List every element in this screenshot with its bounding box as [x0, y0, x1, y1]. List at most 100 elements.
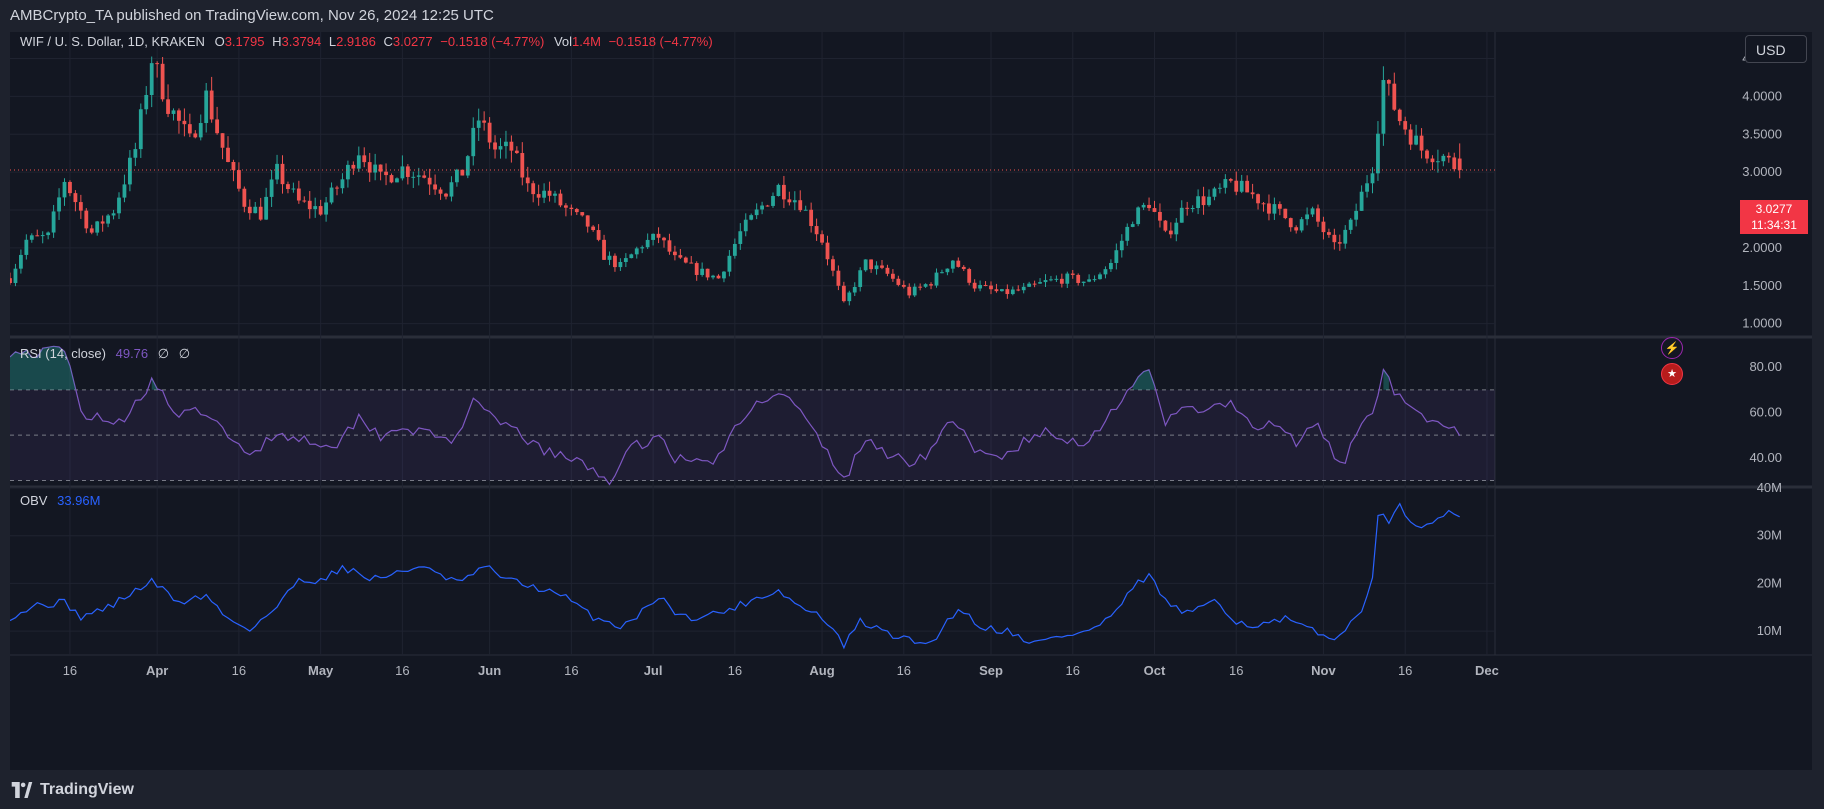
candle-body [1147, 204, 1151, 209]
candle-body [318, 206, 323, 215]
obv-tick-label: 10M [1757, 623, 1782, 638]
candle-body [1403, 121, 1408, 130]
candle-body [618, 261, 623, 268]
candle-body [782, 184, 786, 200]
candle-body [1103, 269, 1108, 275]
last-price-value: 3.0277 [1755, 202, 1793, 216]
candle-body [1049, 279, 1053, 281]
candle-body [122, 184, 127, 198]
candle-body [1109, 262, 1113, 270]
candle-body [215, 119, 219, 134]
candle-body [275, 163, 279, 180]
candle-body [836, 270, 841, 286]
candle-body [1152, 208, 1157, 212]
currency-button[interactable]: USD [1745, 35, 1807, 63]
candle-body [405, 166, 410, 177]
candle-body [1316, 208, 1320, 222]
candle-body [395, 178, 399, 183]
candle-body [324, 202, 328, 215]
candle-body [901, 284, 906, 287]
candle-body [983, 284, 988, 286]
candle-body [155, 63, 160, 65]
rsi-tick-label: 40.00 [1749, 450, 1782, 465]
lightning-event-icon[interactable]: ⚡ [1661, 337, 1683, 359]
candle-body [689, 262, 694, 264]
candle-body [580, 212, 585, 216]
candle-body [749, 215, 754, 220]
candle-body [1174, 222, 1179, 235]
candle-body [1365, 183, 1369, 192]
candle-body [498, 146, 503, 150]
candle-body [1348, 219, 1353, 230]
x-tick-label: Sep [979, 663, 1003, 678]
us-flag-event-icon[interactable]: ★ [1661, 363, 1683, 385]
candle-body [607, 255, 612, 260]
candle-body [585, 215, 590, 227]
chart-svg[interactable]: 16 Apr 16 May 16 Jun 16 Jul 16 Aug 16 Sep 16 Oct 16 Nov… [10, 32, 1812, 770]
candle-body [258, 206, 263, 220]
candle-body [356, 155, 361, 169]
candle-body [1294, 227, 1299, 231]
candle-body [771, 196, 775, 206]
candle-body [803, 209, 808, 211]
candle-body [978, 284, 982, 289]
obv-line [10, 502, 1460, 650]
obv-value: 33.96M [57, 493, 101, 508]
last-price-tag: 3.0277 11:34:31 [1740, 200, 1808, 234]
candle-body [1354, 210, 1359, 220]
candle-body [711, 275, 715, 278]
chart-area[interactable]: 16 Apr 16 May 16 Jun 16 Jul 16 Aug 16 Sep 16 Oct 16 Nov… [10, 32, 1812, 770]
candle-body [1392, 83, 1397, 110]
candle-body [765, 205, 770, 207]
candle-body [422, 175, 427, 178]
candle-body [286, 184, 290, 190]
candle-body [536, 194, 541, 198]
candle-body [1043, 280, 1048, 283]
candle-body [24, 239, 29, 255]
candle-body [449, 182, 454, 197]
candle-body [29, 235, 34, 240]
candle-body [1256, 194, 1260, 204]
candle-body [1005, 289, 1010, 295]
candle-body [1359, 191, 1364, 211]
published-header: AMBCrypto_TA published on TradingView.co… [10, 7, 494, 24]
candle-body [694, 263, 699, 275]
candle-body [389, 175, 394, 183]
candle-body [923, 284, 928, 287]
footer-brand[interactable]: TradingView [0, 770, 1824, 809]
candle-body [847, 292, 852, 302]
candle-body [754, 209, 759, 216]
candle-body [160, 63, 165, 100]
candle-body [634, 248, 639, 255]
candle-body [1283, 208, 1288, 219]
candle-body [1223, 179, 1228, 188]
candle-body [1098, 274, 1102, 280]
x-tick-label: 16 [564, 663, 578, 678]
candle-body [1288, 218, 1293, 228]
candle-body [1076, 274, 1081, 283]
candle-body [460, 169, 465, 176]
candle-body [51, 211, 56, 233]
candle-body [1277, 204, 1282, 209]
x-tick-label: 16 [395, 663, 409, 678]
candle-body [198, 123, 203, 138]
obv-name: OBV [20, 493, 48, 508]
x-tick-label: Oct [1144, 663, 1166, 678]
candle-body [411, 176, 416, 178]
candle-body [743, 219, 748, 232]
candle-body [645, 239, 650, 248]
candle-body [651, 233, 655, 240]
low-value: 2.9186 [336, 34, 376, 49]
candle-body [531, 183, 536, 195]
candle-body [1158, 211, 1162, 221]
x-tick-label: 16 [232, 663, 246, 678]
candle-body [640, 247, 645, 249]
candle-body [814, 226, 819, 235]
candle-body [133, 149, 138, 158]
candle-body [1212, 188, 1217, 197]
candle-body [994, 289, 999, 292]
candle-body [296, 188, 301, 201]
candle-body [912, 286, 917, 296]
candle-body [433, 184, 437, 190]
candle-body [547, 190, 552, 196]
